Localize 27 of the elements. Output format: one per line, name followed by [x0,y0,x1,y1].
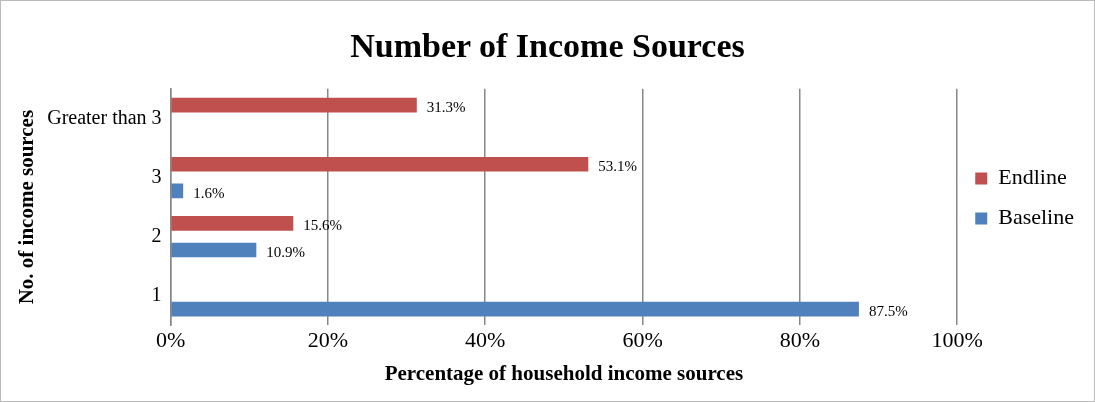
x-tick-label: 0% [155,327,186,353]
bar [171,242,257,258]
x-tick-label: 100% [931,327,983,353]
bar [171,97,417,113]
y-tick-label: 1 [151,283,162,306]
data-label: 87.5% [868,303,908,320]
data-label: 1.6% [193,184,225,201]
y-tick-label: 2 [151,223,162,246]
x-tick-label: 20% [307,327,349,353]
legend-label: Baseline [998,204,1075,230]
bar [171,183,184,199]
bar [171,301,859,317]
data-label: 10.9% [266,243,306,260]
data-label: 15.6% [303,217,343,234]
bar [171,216,294,231]
x-tick-label: 60% [622,327,663,353]
x-tick-label: 80% [779,327,821,353]
data-label: 53.1% [598,158,638,175]
y-axis-title: No. of income sources [14,109,39,305]
x-axis-title: Percentage of household income sources [384,360,744,385]
data-label: 31.3% [426,99,466,115]
legend-label: Endline [998,164,1067,190]
x-tick-label: 40% [465,327,506,353]
chart-title: Number of Income Sources [350,27,745,65]
y-tick-label: 3 [151,164,162,187]
y-tick-label: Greater than 3 [47,105,162,128]
bar [171,156,589,172]
